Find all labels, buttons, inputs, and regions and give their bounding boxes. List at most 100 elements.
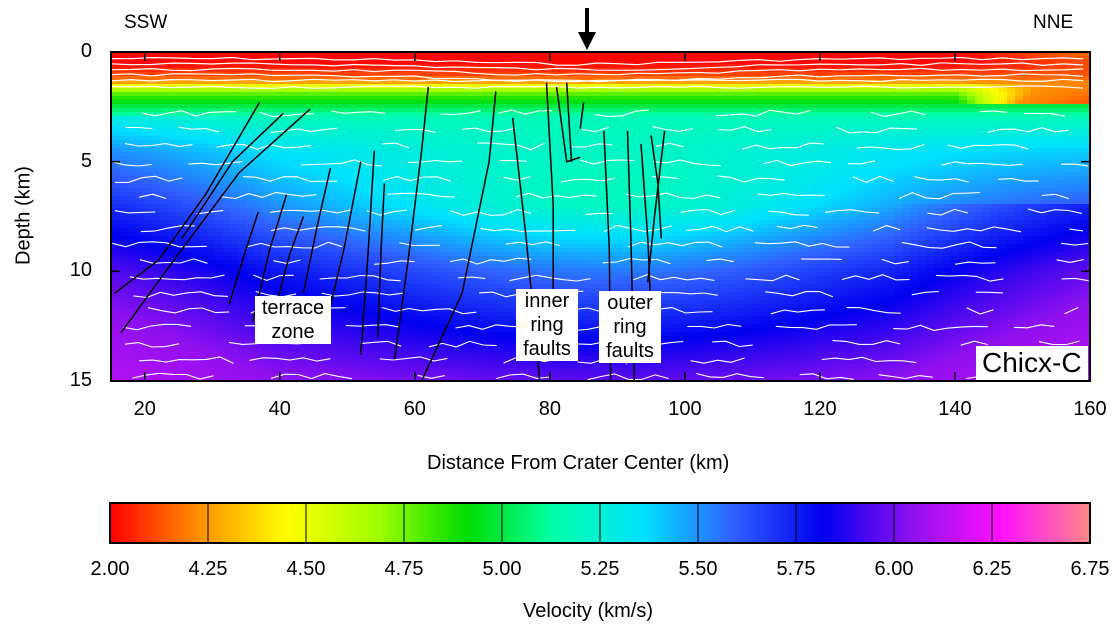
reflector-segment [706, 258, 734, 263]
fault-line [113, 102, 261, 294]
reflector-segment [901, 241, 997, 249]
reflector-segment [360, 340, 402, 347]
x-tick-label: 60 [403, 398, 426, 420]
reflector-segment [428, 340, 497, 348]
reflector-segment [140, 225, 195, 233]
reflector-segment [379, 356, 448, 362]
reflector-segment [399, 242, 440, 247]
reflector-segment [124, 143, 193, 147]
reflector-segment [841, 274, 910, 281]
reflector-segment [505, 241, 560, 247]
reflector-segment [870, 110, 926, 117]
reflector-segment [821, 356, 917, 364]
reflector-segment [125, 126, 153, 130]
reflector-segment [687, 323, 742, 329]
reflector-segment [499, 159, 527, 162]
reflector-segment [656, 142, 684, 148]
reflector-segment [252, 274, 294, 281]
reflector-segment [221, 191, 317, 200]
reflector-segment [914, 176, 969, 183]
velocity-colorbar [109, 502, 1091, 544]
colorbar-tick-label: 5.50 [678, 558, 718, 580]
reflector-segment [717, 175, 785, 183]
reflector-segment [801, 258, 842, 260]
reflector-segment [602, 258, 671, 265]
reflector-segment [450, 257, 532, 265]
reflector-segment [712, 340, 753, 348]
reflector-segment [680, 208, 735, 216]
reflector-segment [852, 175, 894, 183]
fault-line [326, 161, 362, 320]
fault-line [647, 130, 666, 283]
reflector-segment [270, 373, 353, 380]
reflector-segment [627, 241, 723, 248]
reflector-segment [114, 175, 183, 183]
reflector-segment [685, 225, 754, 233]
reflector-segment [417, 374, 445, 379]
reflector-segment [927, 208, 969, 216]
reflector-segment [998, 178, 1039, 182]
colorbar-tick-label: 6.75 [1070, 558, 1110, 580]
colorbar-tick-label: 6.00 [874, 558, 914, 580]
reflector-segment [216, 144, 312, 150]
outer-ring-line-3: faults [606, 340, 654, 362]
reflector-segment [625, 192, 721, 200]
reflector-segment [321, 291, 403, 297]
reflector-segment [650, 291, 718, 296]
reflector-segment [652, 126, 694, 132]
reflector-segment [480, 227, 576, 232]
outer-ring-line-1: outer [607, 292, 653, 314]
reflector-segment [249, 357, 331, 362]
colorbar-tick-label: 5.00 [482, 558, 522, 580]
reflector-segment [138, 356, 234, 364]
reflector-segment [594, 109, 649, 117]
reflector-line [111, 73, 1084, 83]
reflector-segment [138, 193, 167, 200]
colorbar-tick-label: 5.75 [776, 558, 816, 580]
direction-right-label: NNE [1033, 12, 1074, 33]
reflector-segment [394, 128, 436, 133]
x-tick-label: 40 [268, 398, 291, 420]
reflector-segment [856, 143, 925, 150]
colorbar-tick-label: 6.25 [972, 558, 1012, 580]
reflector-segment [960, 340, 989, 346]
reflector-segment [515, 192, 597, 199]
reflector-segment [947, 144, 1029, 150]
reflector-segment [954, 261, 996, 265]
reflector-segment [381, 142, 410, 149]
reflector-segment [477, 142, 545, 151]
reflector-line [111, 62, 1084, 71]
x-axis-title: Distance From Crater Center (km) [427, 452, 730, 474]
outer-ring-faults-label: outer ring faults [599, 291, 661, 363]
marker-arrow-head [577, 32, 596, 50]
y-tick-label: 5 [80, 149, 92, 172]
reflector-segment [898, 191, 981, 200]
reflector-segment [658, 307, 713, 314]
reflector-segment [440, 110, 481, 116]
reflector-segment [717, 126, 772, 133]
reflector-segment [449, 209, 532, 216]
terrace-zone-label: terrace zone [255, 296, 331, 344]
fault-line [640, 144, 652, 316]
inner-ring-faults-label: inner ring faults [516, 289, 578, 361]
reflector-segment [247, 241, 343, 249]
reflector-segment [114, 210, 156, 214]
direction-left-label: SSW [124, 12, 168, 33]
reflector-segment [387, 192, 455, 198]
fault-line [228, 211, 259, 305]
fault-line [275, 216, 305, 305]
reflector-segment [498, 109, 553, 115]
x-tick-label: 160 [1073, 398, 1107, 420]
reflector-segment [878, 374, 933, 380]
plot-frame [110, 51, 1091, 382]
panel-label: Chicx-C [976, 346, 1088, 380]
reflector-segment [1024, 112, 1065, 117]
fault-line [302, 168, 332, 294]
reflector-segment [975, 291, 1003, 294]
reflector-segment [503, 176, 531, 181]
reflector-segment [848, 160, 876, 165]
fault-line [181, 112, 284, 239]
y-tick-label: 15 [69, 369, 92, 391]
reflector-segment [111, 160, 152, 167]
reflector-segment [768, 210, 809, 216]
